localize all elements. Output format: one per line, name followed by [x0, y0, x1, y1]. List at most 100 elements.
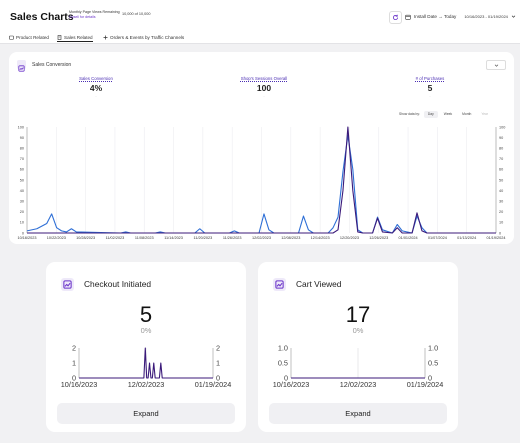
receipt-icon [57, 34, 62, 40]
y-tick-label-left: 80 [20, 147, 24, 151]
checkout-initiated-card: Checkout Initiated 5 0% 10/16/2023 12/02/… [46, 262, 246, 432]
expand-button[interactable]: Expand [269, 403, 447, 424]
x-tick-label: 11/26/2023 [223, 236, 242, 240]
tab-label: Product Related [16, 34, 49, 40]
show-by-day[interactable]: Day [423, 110, 438, 118]
x-tick-label: 11/02/2023 [106, 236, 125, 240]
series-line-purchases [27, 126, 496, 234]
quota-info: Monthly Page Views Remaining Upsell for … [69, 10, 120, 20]
refresh-icon [392, 14, 399, 21]
date-range: 10/16/2023 - 01/19/2024 [464, 14, 508, 19]
cart-viewed-card: Cart Viewed 17 0% 10/16/2023 12/02/2023 01… [258, 262, 458, 432]
metric-sales-conversion: Sales Conversion 4% - [36, 76, 156, 98]
y-tick-label-left: 60 [20, 168, 24, 172]
tab-label: Orders & Events by Traffic Channels [110, 34, 185, 40]
page-title: Sales Charts [10, 11, 74, 23]
x-tick-label: 12/14/2023 [311, 236, 330, 240]
tab-orders-events[interactable]: Orders & Events by Traffic Channels [103, 33, 184, 41]
y-tick-label-right: 50 [499, 178, 503, 182]
tab-bar: Product Related Sales Related Orders & E… [0, 31, 520, 44]
x-tick-label: 12/26/2023 [369, 236, 388, 240]
x-tick-label: 11/08/2023 [135, 236, 154, 240]
metric-delta: - [95, 94, 97, 98]
sales-conversion-title: Sales Conversion [32, 62, 72, 68]
tab-sales-related[interactable]: Sales Related [57, 33, 93, 42]
metric-delta: - [429, 94, 431, 98]
install-date-label: Install Date → Today [414, 14, 457, 19]
y-tick-label-right: 0.5 [428, 359, 438, 368]
chart-icon [17, 60, 26, 72]
calendar-icon [405, 14, 411, 20]
y-tick-label-right: 60 [499, 168, 503, 172]
show-by-week[interactable]: Week [443, 112, 453, 116]
show-by-month[interactable]: Month [462, 112, 472, 116]
quota-value: 10,000 of 10,000 [122, 12, 151, 16]
y-tick-label-left: 100 [18, 125, 24, 129]
y-tick-label-left: 0 [284, 374, 288, 383]
expand-button[interactable]: Expand [57, 403, 235, 424]
show-by-year: Year [481, 112, 488, 116]
x-tick-label: 10/16/2023 [273, 380, 310, 389]
x-tick-label: 12/02/2023 [252, 236, 271, 240]
checkout-percent: 0% [140, 326, 152, 335]
cart-value: 17 [345, 302, 371, 327]
chart-icon [273, 278, 286, 291]
y-tick-label-right: 70 [499, 157, 503, 161]
metric-purchases: # of Purchases 5 - [370, 76, 490, 98]
refresh-button[interactable] [389, 11, 402, 24]
y-tick-label-left: 2 [72, 344, 76, 353]
y-tick-label-right: 0 [428, 374, 432, 383]
metric-delta: - [263, 94, 265, 98]
chevron-down-icon [494, 64, 498, 67]
y-tick-label-left: 10 [20, 221, 24, 225]
x-tick-label: 01/01/2024 [399, 236, 418, 240]
date-picker[interactable]: Install Date → Today 10/16/2023 - 01/19/… [405, 11, 516, 22]
y-tick-label-left: 0 [22, 231, 24, 235]
tab-label: Sales Related [64, 34, 93, 40]
x-tick-label: 12/20/2023 [340, 236, 359, 240]
x-tick-label: 01/19/2024 [195, 380, 232, 389]
y-tick-label-left: 0.5 [278, 359, 288, 368]
x-tick-label: 11/14/2023 [164, 236, 183, 240]
y-tick-label-right: 90 [499, 136, 503, 140]
quota-label: Monthly Page Views Remaining [69, 10, 120, 14]
series-line-0 [79, 347, 213, 379]
y-tick-label-left: 1 [72, 359, 76, 368]
x-tick-label: 10/16/2023 [61, 380, 98, 389]
cart-percent: 0% [352, 326, 364, 335]
x-tick-label: 11/20/2023 [194, 236, 213, 240]
y-tick-label-right: 0 [499, 231, 501, 235]
x-tick-label: 01/07/2024 [428, 236, 447, 240]
y-tick-label-right: 80 [499, 147, 503, 151]
y-tick-label-right: 1 [216, 359, 220, 368]
chart-options-button[interactable] [486, 60, 506, 70]
y-tick-label-left: 30 [20, 200, 24, 204]
checkout-value: 5 [139, 302, 153, 327]
y-tick-label-right: 100 [499, 125, 505, 129]
metric-label: # of Purchases [415, 76, 445, 81]
y-tick-label-right: 30 [499, 200, 503, 204]
y-tick-label-right: 40 [499, 189, 503, 193]
chevron-down-icon [511, 15, 516, 18]
y-tick-label-left: 70 [20, 157, 24, 161]
sales-conversion-chart: 10/16/2023 10/22/2023 10/28/2023 11/02/2023… [17, 125, 505, 240]
tab-product-related[interactable]: Product Related [9, 33, 49, 41]
y-tick-label-left: 20 [20, 210, 24, 214]
y-tick-label-right: 2 [216, 344, 220, 353]
metric-shop-sessions: Shop's Sessions Overall 100 - [204, 76, 324, 98]
x-tick-label: 10/16/2023 [17, 236, 36, 240]
box-icon [9, 35, 14, 40]
x-tick-label: 12/08/2023 [281, 236, 300, 240]
metric-label: Sales Conversion [79, 76, 113, 81]
y-tick-label-right: 1.0 [428, 344, 438, 353]
metric-value: 4% [89, 83, 103, 93]
y-tick-label-left: 90 [20, 136, 24, 140]
chart-icon [61, 278, 74, 291]
quota-link[interactable]: Upsell for details [69, 15, 96, 19]
x-tick-label: 01/19/2024 [407, 380, 444, 389]
sales-conversion-card: Sales Conversion Sales Conversion 4% - S… [9, 52, 514, 244]
x-tick-label: 01/19/2024 [486, 236, 505, 240]
metric-value: 5 [427, 83, 433, 93]
